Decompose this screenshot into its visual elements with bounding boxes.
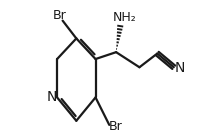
Text: N: N xyxy=(47,90,58,104)
Text: Br: Br xyxy=(109,120,122,133)
Text: Br: Br xyxy=(53,9,67,22)
Text: NH₂: NH₂ xyxy=(113,11,137,24)
Text: N: N xyxy=(175,61,185,75)
